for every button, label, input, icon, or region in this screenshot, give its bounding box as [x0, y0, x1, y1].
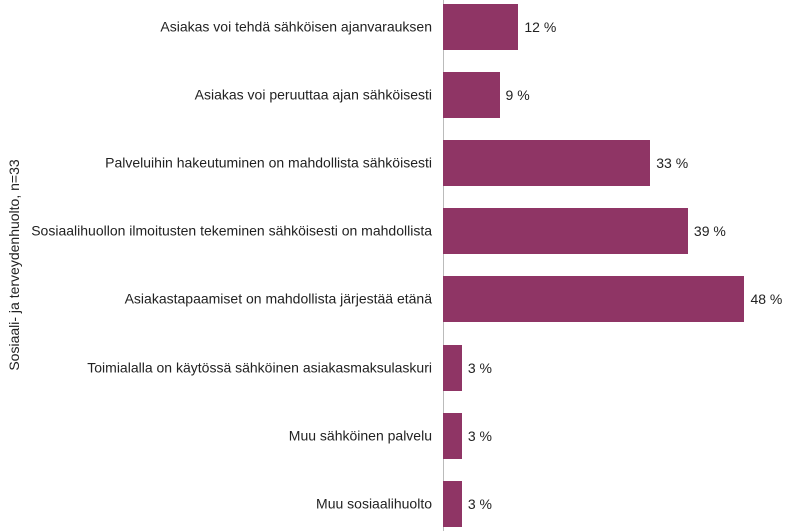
value-label: 9 % [505, 87, 530, 104]
category-label: Asiakastapaamiset on mahdollista järjest… [124, 290, 432, 307]
category-label: Asiakas voi tehdä sähköisen ajanvaraukse… [160, 18, 432, 35]
category-label: Sosiaalihuollon ilmoitusten tekeminen sä… [31, 222, 432, 239]
value-label: 33 % [656, 155, 689, 172]
category-label: Muu sosiaalihuolto [316, 495, 432, 512]
bar [443, 140, 651, 187]
value-label: 48 % [750, 291, 783, 308]
value-label: 3 % [467, 359, 492, 376]
category-label: Muu sähköinen palvelu [288, 427, 432, 444]
category-label: Asiakas voi peruuttaa ajan sähköisesti [194, 86, 432, 103]
y-axis-label: Sosiaali- ja terveydenhuolto, n=33 [6, 159, 22, 371]
axis-line [443, 0, 444, 531]
value-label: 12 % [524, 19, 557, 35]
bar [443, 72, 500, 119]
bar [443, 208, 688, 255]
category-label: Palveluihin hakeutuminen on mahdollista … [105, 154, 432, 171]
value-label: 39 % [693, 223, 726, 240]
bar [443, 276, 745, 323]
bar [443, 4, 519, 50]
bar [443, 412, 462, 459]
bar [443, 480, 462, 527]
category-label: Toimialalla on käytössä sähköinen asiaka… [87, 359, 432, 375]
bar [443, 344, 462, 391]
value-label: 3 % [467, 427, 492, 444]
value-label: 3 % [467, 495, 492, 512]
